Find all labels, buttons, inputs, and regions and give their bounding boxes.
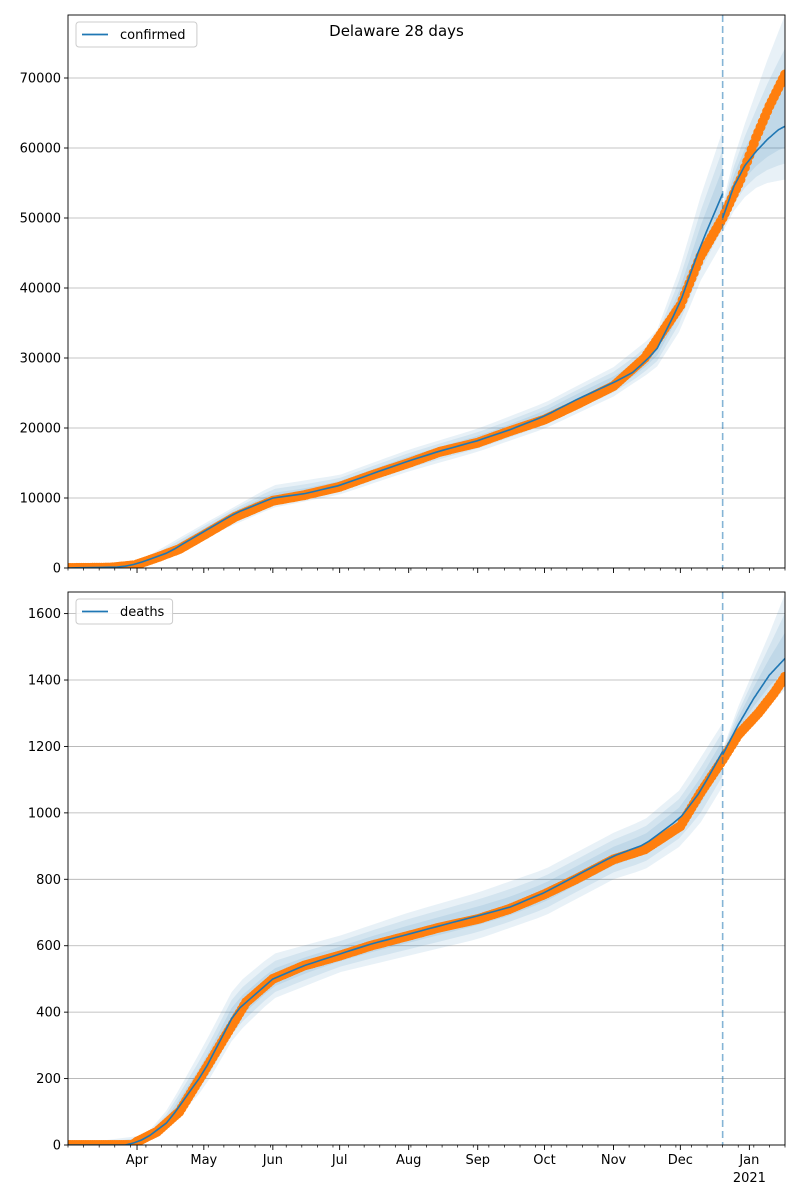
forecast-band — [722, 613, 785, 758]
chart-title: Delaware 28 days — [329, 22, 464, 40]
confirmed-panel: 0 10000 20000 30000 40000 50000 60000 70000 Dela… — [20, 14, 786, 577]
y-tick-label: 20000 — [20, 422, 61, 437]
legend: deaths — [75, 598, 174, 625]
y-tick-label: 0 — [53, 1139, 61, 1154]
model-band — [68, 130, 723, 568]
y-tick-label: 0 — [53, 562, 61, 577]
x-axis — [67, 568, 786, 573]
x-tick-label: Nov — [601, 1153, 627, 1168]
axes-frame — [67, 591, 786, 1146]
legend: confirmed — [75, 21, 198, 48]
y-axis: 0 200 400 600 800 1000 1200 1400 1600 — [28, 607, 68, 1154]
grid — [68, 77, 785, 569]
x-tick-label: Oct — [533, 1153, 555, 1168]
x-tick-label: Jun — [262, 1153, 283, 1168]
y-tick-label: 1600 — [28, 607, 61, 622]
forecast-line — [721, 125, 785, 219]
observed-point — [780, 69, 785, 80]
x-axis: Apr May Jun Jul Aug Sep Oct Nov Dec Jan 2021 — [67, 1145, 786, 1186]
x-tick-label: May — [190, 1153, 217, 1168]
model-line — [68, 751, 724, 1145]
x-tick-label: Apr — [126, 1153, 149, 1168]
x-tick-label: Jan — [738, 1153, 759, 1168]
y-tick-label: 70000 — [20, 72, 61, 87]
y-tick-label: 200 — [36, 1072, 61, 1087]
grid — [68, 613, 785, 1146]
model-band — [68, 723, 723, 1145]
y-tick-label: 60000 — [20, 142, 61, 157]
deaths-panel: 0 200 400 600 800 1000 1200 1400 1600 Apr May Jun Ju… — [28, 591, 786, 1186]
y-axis: 0 10000 20000 30000 40000 50000 60000 70000 — [20, 72, 68, 577]
x-tick-label: Jul — [331, 1153, 348, 1168]
forecast-band — [722, 593, 785, 759]
legend-label: deaths — [120, 605, 165, 620]
y-tick-label: 400 — [36, 1006, 61, 1021]
x-tick-label: Aug — [396, 1153, 421, 1168]
legend-box — [75, 21, 198, 48]
y-tick-label: 1400 — [28, 674, 61, 689]
forecast-line — [721, 657, 785, 756]
model-line — [68, 193, 724, 568]
plot-area — [68, 593, 785, 1145]
x-tick-label: Dec — [668, 1153, 693, 1168]
observed-point — [780, 671, 785, 682]
x-tick-label: Sep — [465, 1153, 490, 1168]
legend-box — [75, 598, 174, 625]
y-tick-label: 1200 — [28, 740, 61, 755]
y-tick-label: 10000 — [20, 492, 61, 507]
legend-label: confirmed — [120, 28, 186, 43]
plot-area — [68, 15, 785, 568]
y-tick-label: 40000 — [20, 282, 61, 297]
x-tick-sublabel: 2021 — [733, 1171, 766, 1186]
y-tick-label: 30000 — [20, 352, 61, 367]
y-tick-label: 1000 — [28, 806, 61, 821]
y-tick-label: 800 — [36, 873, 61, 888]
y-tick-label: 50000 — [20, 212, 61, 227]
y-tick-label: 600 — [36, 939, 61, 954]
